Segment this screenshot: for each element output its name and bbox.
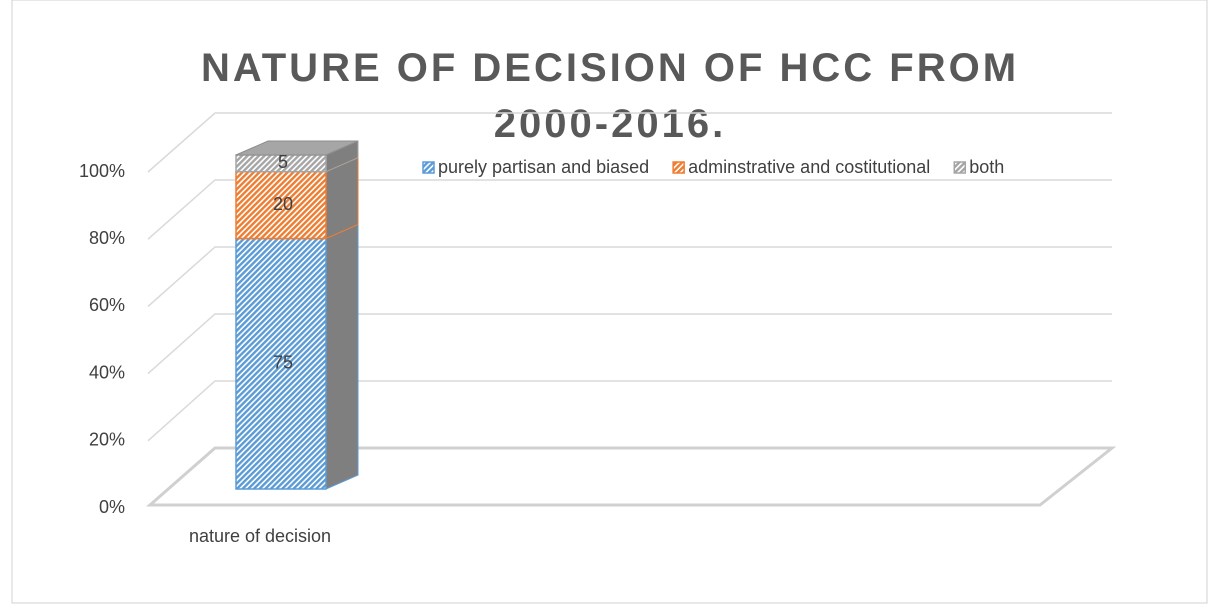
bar-top (235, 140, 359, 156)
y-tick-label: 100% (79, 161, 125, 181)
y-tick-label: 40% (89, 362, 125, 382)
x-tick-label: nature of decision (189, 526, 331, 546)
grid-line (147, 112, 1112, 173)
y-tick-label: 20% (89, 430, 125, 450)
grid-line (147, 380, 1112, 442)
grid-line (147, 179, 1112, 240)
data-label: 75 (273, 353, 293, 373)
data-label: 20 (273, 194, 293, 214)
legend-swatch (672, 161, 685, 174)
y-tick-label: 80% (89, 228, 125, 248)
legend-label: purely partisan and biased (438, 157, 649, 177)
data-label: 5 (278, 152, 288, 172)
chart-title: NATURE OF DECISION OF HCC FROM 2000-2016. (201, 46, 1019, 146)
legend-label: both (969, 157, 1004, 177)
legend-label: adminstrative and costitutional (688, 157, 930, 177)
legend-swatch (953, 161, 967, 174)
floor (146, 446, 1117, 507)
chart-border (11, 0, 1208, 604)
y-tick-label: 60% (89, 295, 125, 315)
bar-side (325, 223, 359, 490)
legend-swatch (422, 161, 435, 174)
y-tick-label: 0% (99, 497, 125, 517)
bar (235, 237, 327, 490)
grid-line (147, 313, 1112, 375)
grid-line (147, 246, 1112, 307)
